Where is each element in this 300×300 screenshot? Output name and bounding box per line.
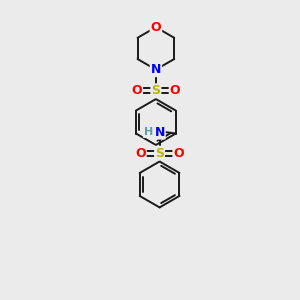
Text: O: O [131,84,142,97]
Text: S: S [155,147,164,160]
Text: S: S [152,84,160,97]
Text: O: O [173,147,184,160]
Text: N: N [154,125,165,139]
Text: H: H [144,127,153,137]
Text: O: O [170,84,180,97]
Text: N: N [151,63,161,76]
Text: O: O [135,147,146,160]
Text: O: O [151,21,161,34]
